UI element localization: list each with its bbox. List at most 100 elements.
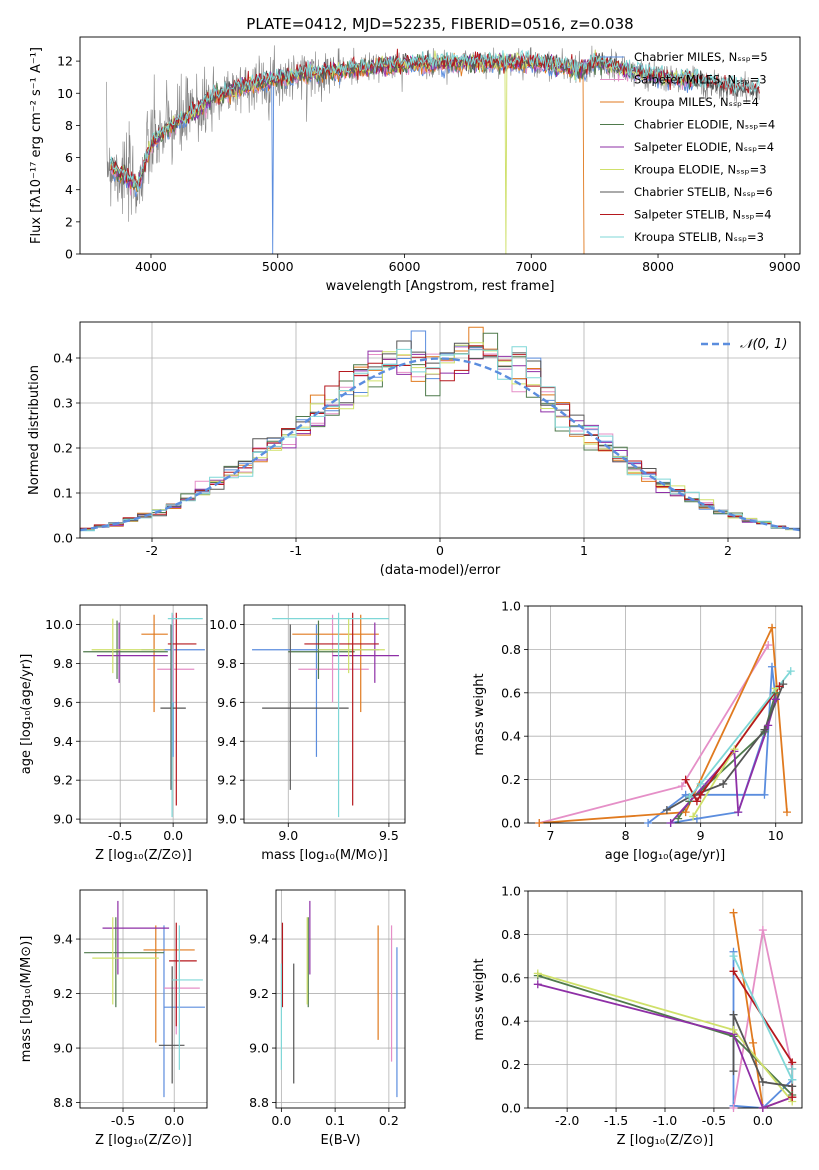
residuals-panel: -2 -1 0 1 2 0.0 0.1 0.2 0.3 0.4 (data-model)/error… [27,321,801,578]
x-tick-label: 8000 [642,259,674,274]
x-tick-label: 0.0 [163,828,183,843]
mass-vs-z-panel: -0.5 0.0 8.8 9.0 9.2 9.4 Z [log₁₀(Z/Z⊙)] mass [… [19,889,208,1148]
weight-line [537,983,793,1108]
weight_vs_age-xlabel: age [log₁₀(age/yr)] [605,848,726,863]
age-vs-z-panel: -0.5 0.0 9.0 9.2 9.4 9.6 9.8 10.0 Z [log₁₀(Z/Z⊙)… [19,604,208,863]
mass_vs_z-frame [79,889,208,1109]
age_vs_z-plot-area [83,612,205,818]
residuals-xlabel: (data-model)/error [380,563,501,578]
y-tick-label: 0.1 [53,486,73,501]
weight-marker [535,819,544,827]
legend-entry: Kroupa ELODIE, Nₛₛₚ=3 [634,163,767,177]
y-tick-label: 0.8 [501,642,521,657]
weight-marker [760,725,769,734]
y-tick-label: 9.4 [217,734,237,749]
age_vs_z-ylabel: age [log₁₀(age/yr)] [19,654,34,775]
residual-histogram-step [80,346,800,532]
weight-marker [758,926,767,935]
y-tick-label: 12 [57,54,73,69]
legend-entry: Kroupa MILES, Nₛₛₚ=4 [634,95,759,109]
weight-marker [692,797,701,806]
legend-entry: 𝒩(0, 1) [740,337,787,352]
age_vs_z-frame [79,604,208,824]
age_vs_mass-plot-area [252,612,399,818]
weight_vs_age-frame [527,605,803,824]
weight-marker [533,980,542,989]
model-spectrum-line [109,49,760,191]
x-tick-label: -0.5 [111,1113,135,1128]
legend-entry: Chabrier STELIB, Nₛₛₚ=6 [634,185,773,199]
age_vs_mass-xlabel: mass [log₁₀(M/M⊙)] [261,848,388,863]
x-tick-label: -0.5 [108,828,132,843]
weight-marker [788,1093,797,1102]
weight_vs_age-plot-area [539,624,792,823]
y-tick-label: 0.8 [501,927,521,942]
y-tick-label: 0.0 [501,816,521,831]
y-tick-label: 0.2 [53,441,73,456]
age_vs_z-xlabel: Z [log₁₀(Z/Z⊙)] [95,848,192,863]
spectrum-frame [79,36,801,255]
x-tick-label: 0.2 [379,1113,399,1128]
weight-line [732,1014,793,1088]
y-tick-label: 9.2 [249,986,269,1001]
residual-histogram-step [80,345,800,530]
y-tick-label: 0.4 [501,729,521,744]
mass_vs_z-plot-area [84,900,205,1098]
y-tick-label: 9.0 [53,1041,73,1056]
weight-marker [786,667,795,676]
y-tick-label: 9.0 [249,1041,269,1056]
spectrum-panel: 4000 5000 6000 7000 8000 9000 0 2 4 6 8 10 12 wavelen… [29,36,801,294]
weight-vs-age-panel: 7 8 9 10 0.0 0.2 0.4 0.6 0.8 1.0 age [log₁₀(age/yr… [472,599,803,863]
y-tick-label: 10 [57,86,73,101]
y-tick-label: 0.3 [53,396,73,411]
y-tick-label: 8.8 [249,1095,269,1110]
y-tick-label: 9.0 [53,812,73,827]
y-tick-label: 9.4 [249,932,269,947]
weight-marker [775,682,784,691]
x-tick-label: -0.5 [702,1113,726,1128]
weight-marker [719,779,728,788]
weight_vs_z-xlabel: Z [log₁₀(Z/Z⊙)] [617,1133,714,1148]
y-tick-label: 9.4 [53,932,73,947]
x-tick-label: 7000 [515,259,547,274]
y-tick-label: 0.2 [501,772,521,787]
y-tick-label: 0 [65,247,73,262]
y-tick-label: 10.0 [209,617,237,632]
ebv-panel: 0.0 0.1 0.2 8.8 9.0 9.2 9.4 E(B-V) [249,889,406,1148]
legend-entry: Salpeter STELIB, Nₛₛₚ=4 [634,208,772,222]
weight-marker [729,1067,738,1076]
x-tick-label: 5000 [262,259,294,274]
weight-line [684,685,781,804]
weight-marker [782,808,791,817]
y-tick-label: 1.0 [501,599,521,614]
weight-marker [533,969,542,978]
y-tick-label: 9.8 [53,656,73,671]
weight-marker [771,695,780,704]
y-tick-label: 4 [65,182,73,197]
legend-entry: Chabrier ELODIE, Nₛₛₚ=4 [634,118,775,132]
weight-marker [749,1038,758,1047]
legend-entry: Salpeter ELODIE, Nₛₛₚ=4 [634,140,774,154]
ebv-frame [275,889,406,1109]
weight-vs-z-panel: -2.0 -1.5 -1.0 -0.5 0.0 0.0 0.2 0.4 0.6 0.8 1.0 Z [… [472,884,803,1148]
y-tick-label: 9.2 [217,773,237,788]
y-tick-label: 0.2 [501,1057,521,1072]
spectrum-xlabel: wavelength [Angstrom, rest frame] [326,279,555,294]
weight-marker [681,775,690,784]
normal-pdf-curve [80,357,800,532]
weight-marker [767,662,776,671]
weight-marker [730,745,739,754]
weight_vs_z-frame [527,890,803,1109]
x-tick-label: 10 [768,828,784,843]
weight-marker [734,808,743,817]
weight-marker [644,819,653,827]
weight_vs_z-ylabel: mass weight [472,958,487,1040]
y-tick-label: 9.8 [217,656,237,671]
weight-marker [729,952,738,961]
mass_vs_z-xlabel: Z [log₁₀(Z/Z⊙)] [95,1133,192,1148]
weight-marker [729,967,738,976]
weight-marker [689,812,698,821]
x-tick-label: 4000 [135,259,167,274]
ebv-plot-area [280,900,398,1098]
